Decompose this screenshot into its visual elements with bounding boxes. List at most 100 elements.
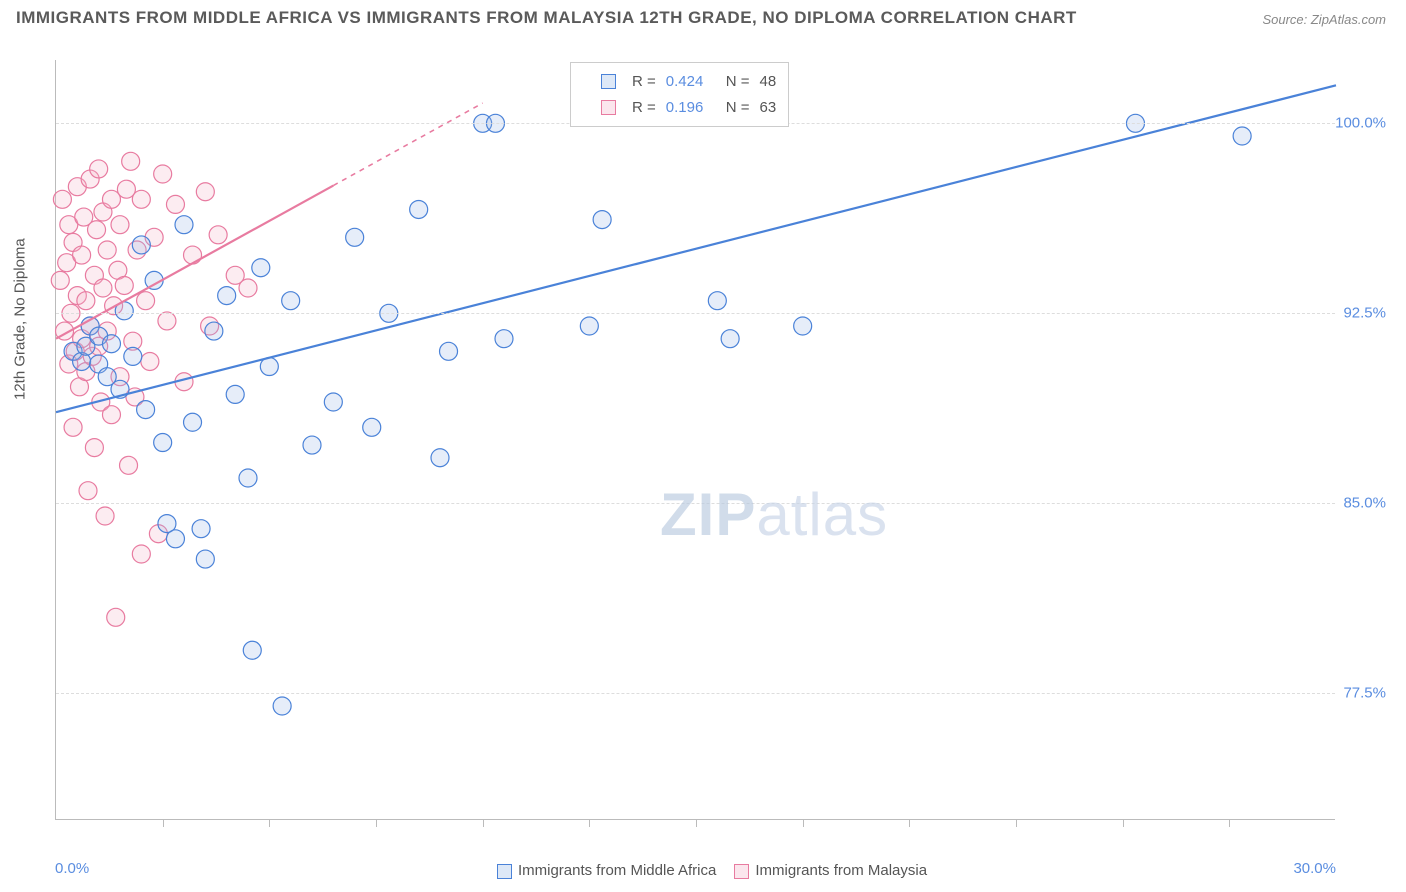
data-point <box>324 393 342 411</box>
data-point <box>192 520 210 538</box>
x-tick <box>376 819 377 827</box>
stat-n-value: 63 <box>760 95 777 121</box>
data-point <box>184 246 202 264</box>
data-point <box>226 385 244 403</box>
data-point <box>51 271 69 289</box>
data-point <box>196 550 214 568</box>
data-point <box>132 190 150 208</box>
stat-n-value: 48 <box>760 69 777 95</box>
data-point <box>107 608 125 626</box>
stats-row: R = 0.424 N = 48 <box>583 69 776 95</box>
data-point <box>303 436 321 454</box>
data-point <box>73 246 91 264</box>
x-tick <box>483 819 484 827</box>
data-point <box>77 292 95 310</box>
data-point <box>794 317 812 335</box>
data-point <box>239 279 257 297</box>
x-tick <box>1016 819 1017 827</box>
data-point <box>196 183 214 201</box>
data-point <box>410 200 428 218</box>
legend-label: Immigrants from Malaysia <box>755 862 927 879</box>
x-tick <box>803 819 804 827</box>
data-point <box>98 241 116 259</box>
data-point <box>64 418 82 436</box>
data-point <box>273 697 291 715</box>
stat-r-label: R = <box>632 69 656 95</box>
swatch-icon <box>601 100 616 115</box>
data-point <box>252 259 270 277</box>
data-point <box>132 236 150 254</box>
data-point <box>85 439 103 457</box>
swatch-icon <box>601 74 616 89</box>
y-tick-label: 100.0% <box>1335 115 1386 132</box>
data-point <box>141 352 159 370</box>
data-point <box>96 507 114 525</box>
y-axis-label: 12th Grade, No Diploma <box>12 238 29 400</box>
y-tick-label: 77.5% <box>1343 685 1386 702</box>
data-point <box>88 221 106 239</box>
data-point <box>239 469 257 487</box>
source-attribution: Source: ZipAtlas.com <box>1262 12 1386 27</box>
x-tick <box>1123 819 1124 827</box>
y-tick-label: 85.0% <box>1343 495 1386 512</box>
data-point <box>1233 127 1251 145</box>
data-point <box>282 292 300 310</box>
scatter-svg <box>56 60 1335 819</box>
data-point <box>79 482 97 500</box>
swatch-icon <box>734 864 749 879</box>
data-point <box>495 330 513 348</box>
data-point <box>346 228 364 246</box>
data-point <box>111 216 129 234</box>
data-point <box>94 279 112 297</box>
data-point <box>115 276 133 294</box>
data-point <box>218 287 236 305</box>
data-point <box>120 456 138 474</box>
data-point <box>154 165 172 183</box>
stat-n-label: N = <box>726 95 750 121</box>
data-point <box>721 330 739 348</box>
swatch-icon <box>497 864 512 879</box>
data-point <box>137 401 155 419</box>
data-point <box>205 322 223 340</box>
data-point <box>154 434 172 452</box>
data-point <box>243 641 261 659</box>
stat-r-value: 0.196 <box>666 95 716 121</box>
stat-r-value: 0.424 <box>666 69 716 95</box>
bottom-legend: Immigrants from Middle Africa Immigrants … <box>0 862 1406 879</box>
data-point <box>166 530 184 548</box>
data-point <box>137 292 155 310</box>
data-point <box>158 312 176 330</box>
data-point <box>122 152 140 170</box>
gridline <box>56 693 1335 694</box>
data-point <box>124 347 142 365</box>
data-point <box>90 160 108 178</box>
chart-title: IMMIGRANTS FROM MIDDLE AFRICA VS IMMIGRA… <box>16 8 1077 28</box>
data-point <box>175 216 193 234</box>
stat-r-label: R = <box>632 95 656 121</box>
trend-line <box>56 85 1336 412</box>
x-tick <box>909 819 910 827</box>
plot-area <box>55 60 1335 820</box>
x-tick <box>269 819 270 827</box>
gridline <box>56 313 1335 314</box>
data-point <box>593 211 611 229</box>
data-point <box>184 413 202 431</box>
stats-row: R = 0.196 N = 63 <box>583 95 776 121</box>
data-point <box>363 418 381 436</box>
x-tick <box>696 819 697 827</box>
data-point <box>166 195 184 213</box>
data-point <box>102 335 120 353</box>
data-point <box>53 190 71 208</box>
data-point <box>102 406 120 424</box>
watermark: ZIPatlas <box>660 480 888 549</box>
stats-legend: R = 0.424 N = 48 R = 0.196 N = 63 <box>570 62 789 127</box>
legend-label: Immigrants from Middle Africa <box>518 862 716 879</box>
x-tick <box>163 819 164 827</box>
x-tick <box>1229 819 1230 827</box>
data-point <box>431 449 449 467</box>
y-tick-label: 92.5% <box>1343 305 1386 322</box>
trend-line-dashed <box>333 103 482 185</box>
data-point <box>708 292 726 310</box>
data-point <box>580 317 598 335</box>
data-point <box>209 226 227 244</box>
